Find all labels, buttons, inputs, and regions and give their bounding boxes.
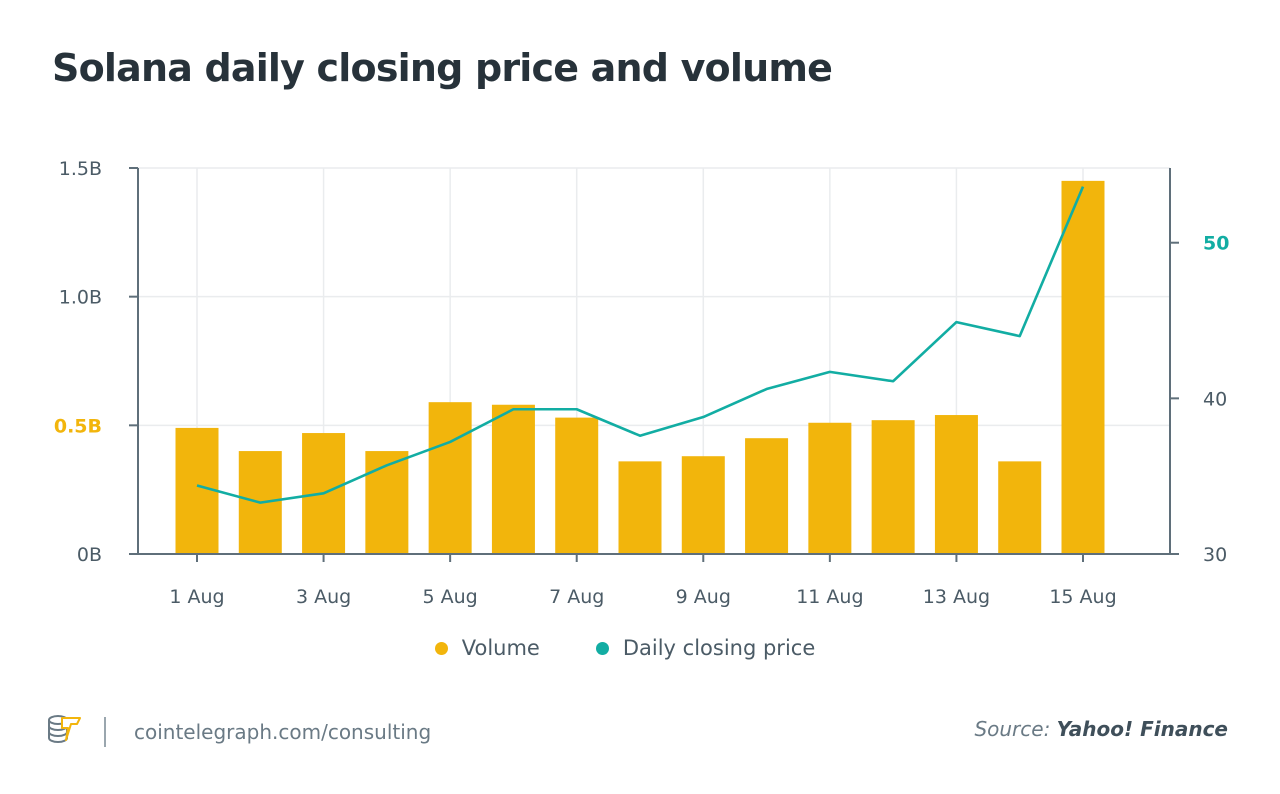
legend-item-volume: Volume bbox=[434, 636, 540, 660]
chart-title: Solana daily closing price and volume bbox=[52, 46, 833, 90]
x-tick-label: 13 Aug bbox=[923, 586, 990, 608]
source-name: Yahoo! Finance bbox=[1056, 717, 1228, 741]
x-tick-label: 1 Aug bbox=[169, 586, 224, 608]
x-tick-label: 5 Aug bbox=[423, 586, 478, 608]
volume-bar bbox=[808, 422, 852, 554]
right-tick-label: 30 bbox=[1203, 544, 1227, 566]
x-tick-label: 3 Aug bbox=[296, 586, 351, 608]
left-tick-label: 1.0B bbox=[59, 287, 102, 309]
volume-bar bbox=[491, 404, 535, 554]
source-prefix: Source: bbox=[974, 717, 1051, 741]
volume-bar bbox=[1061, 180, 1105, 554]
volume-bar bbox=[934, 415, 978, 554]
left-tick-label: 0B bbox=[77, 544, 102, 566]
volume-bar bbox=[998, 461, 1042, 554]
x-tick-label: 9 Aug bbox=[676, 586, 731, 608]
footer: cointelegraph.com/consulting bbox=[46, 712, 431, 751]
right-tick-label: 40 bbox=[1203, 388, 1227, 410]
volume-bar bbox=[428, 402, 472, 554]
volume-bar bbox=[175, 427, 219, 554]
cointelegraph-logo-icon bbox=[46, 712, 84, 751]
volume-bar bbox=[871, 420, 915, 554]
volume-bar bbox=[681, 456, 725, 554]
footer-divider bbox=[104, 716, 106, 747]
legend-label-price: Daily closing price bbox=[622, 636, 816, 660]
right-tick-label: 50 bbox=[1203, 233, 1229, 255]
volume-bar bbox=[618, 461, 662, 554]
volume-bar bbox=[555, 417, 599, 554]
x-tick-label: 7 Aug bbox=[549, 586, 604, 608]
volume-bar bbox=[365, 451, 409, 554]
x-tick-label: 11 Aug bbox=[796, 586, 863, 608]
legend-item-price: Daily closing price bbox=[595, 636, 816, 660]
left-tick-label: 1.5B bbox=[59, 158, 102, 180]
legend-dot-volume bbox=[434, 641, 448, 655]
legend-dot-price bbox=[595, 641, 609, 655]
x-tick-label: 15 Aug bbox=[1049, 586, 1116, 608]
legend: Volume Daily closing price bbox=[0, 636, 1280, 660]
legend-label-volume: Volume bbox=[461, 636, 540, 660]
left-tick-label: 0.5B bbox=[54, 415, 102, 437]
source-credit: Source: Yahoo! Finance bbox=[974, 717, 1228, 741]
volume-bar bbox=[745, 438, 789, 554]
footer-url: cointelegraph.com/consulting bbox=[134, 719, 432, 744]
